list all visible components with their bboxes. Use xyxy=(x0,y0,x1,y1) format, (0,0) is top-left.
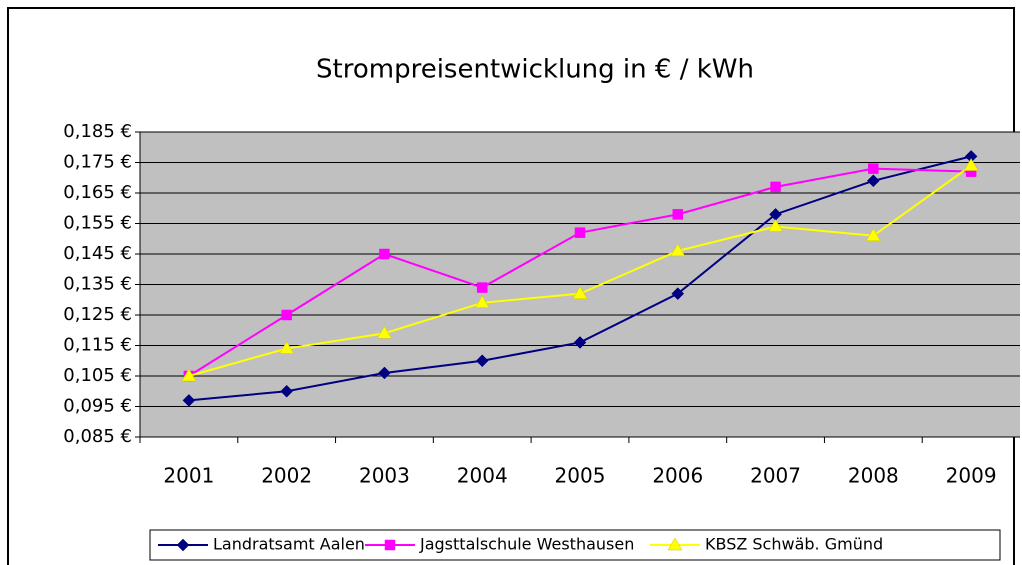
data-point xyxy=(279,341,295,354)
y-tick-label: 0,095 € xyxy=(63,396,132,417)
data-point xyxy=(670,243,686,257)
legend-marker xyxy=(667,537,683,551)
data-point xyxy=(770,181,781,193)
y-tick-label: 0,085 € xyxy=(63,426,132,447)
data-point xyxy=(573,336,587,349)
y-tick-label: 0,115 € xyxy=(63,335,132,356)
x-tick-label: 2009 xyxy=(946,464,997,488)
chart-title: Strompreisentwicklung in € / kWh xyxy=(316,55,754,85)
data-point xyxy=(476,282,488,293)
y-tick-label: 0,125 € xyxy=(63,304,132,325)
data-point xyxy=(768,219,783,232)
data-point xyxy=(378,366,391,380)
x-tick-label: 2007 xyxy=(750,464,801,488)
x-tick-label: 2006 xyxy=(652,464,703,488)
y-tick-label: 0,185 € xyxy=(63,121,132,142)
data-point xyxy=(963,158,979,171)
data-point xyxy=(865,228,881,241)
data-point xyxy=(868,163,879,174)
x-tick-label: 2002 xyxy=(261,464,312,488)
data-point xyxy=(672,209,684,220)
legend-marker xyxy=(384,539,396,551)
y-tick-label: 0,135 € xyxy=(63,274,132,295)
x-tick-label: 2001 xyxy=(163,464,214,488)
legend-label: KBSZ Schwäb. Gmünd xyxy=(705,535,883,554)
data-point xyxy=(379,248,390,260)
x-tick-label: 2005 xyxy=(555,464,606,488)
data-point xyxy=(866,174,880,188)
data-point xyxy=(671,287,685,301)
data-point xyxy=(280,384,294,398)
y-tick-label: 0,175 € xyxy=(63,152,132,173)
y-tick-label: 0,145 € xyxy=(63,243,132,264)
data-point xyxy=(574,227,586,238)
legend-box xyxy=(149,529,1001,561)
legend-label: Landratsamt Aalen xyxy=(213,535,365,554)
data-point xyxy=(572,286,588,299)
data-point xyxy=(377,325,392,339)
y-tick-label: 0,165 € xyxy=(63,182,132,203)
legend-label: Jagsttalschule Westhausen xyxy=(419,535,634,554)
data-point xyxy=(474,295,490,309)
y-tick-label: 0,155 € xyxy=(63,213,132,234)
y-tick-label: 0,105 € xyxy=(63,365,132,386)
x-tick-label: 2004 xyxy=(457,464,508,488)
data-point xyxy=(182,394,196,407)
data-point xyxy=(475,354,489,368)
data-point xyxy=(281,309,292,321)
data-point xyxy=(181,368,197,382)
legend-marker xyxy=(176,538,190,552)
x-tick-label: 2003 xyxy=(359,464,410,488)
x-tick-label: 2008 xyxy=(848,464,899,488)
